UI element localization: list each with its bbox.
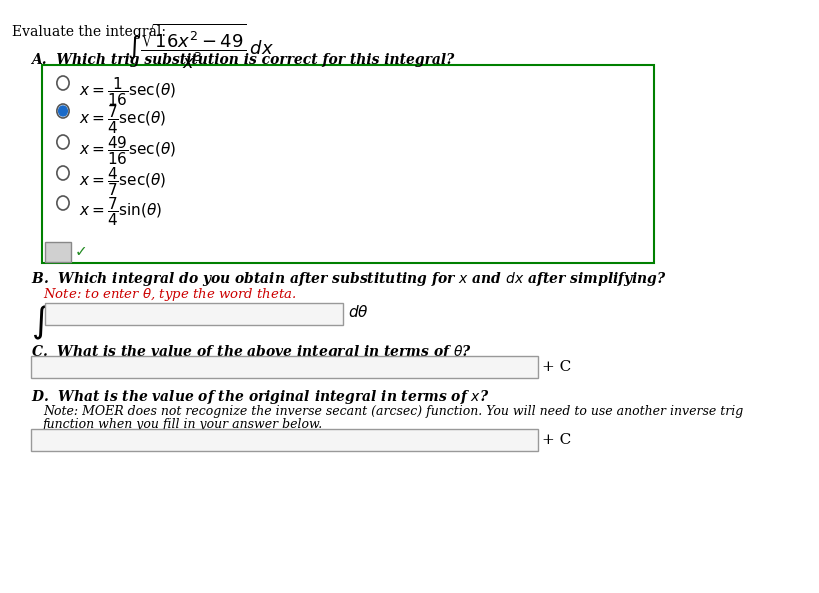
Text: $x = \dfrac{7}{4}\sin(\theta)$: $x = \dfrac{7}{4}\sin(\theta)$ xyxy=(79,195,162,228)
Text: $x = \dfrac{4}{7}\sec(\theta)$: $x = \dfrac{4}{7}\sec(\theta)$ xyxy=(79,165,165,198)
Text: ✓: ✓ xyxy=(75,244,87,260)
Text: + C: + C xyxy=(541,433,571,447)
FancyBboxPatch shape xyxy=(45,303,342,325)
Text: $\sigma^{\!\!6}$: $\sigma^{\!\!6}$ xyxy=(51,244,63,260)
Text: $x = \dfrac{1}{16}\sec(\theta)$: $x = \dfrac{1}{16}\sec(\theta)$ xyxy=(79,75,175,108)
Text: Note: MOER does not recognize the inverse secant (arcsec) function. You will nee: Note: MOER does not recognize the invers… xyxy=(43,405,742,418)
Text: $\int \dfrac{\sqrt{16x^2 - 49}}{x^3}\,dx$: $\int \dfrac{\sqrt{16x^2 - 49}}{x^3}\,dx… xyxy=(127,21,274,71)
Text: + C: + C xyxy=(541,360,571,374)
FancyBboxPatch shape xyxy=(44,242,70,262)
Text: Evaluate the integral:: Evaluate the integral: xyxy=(12,25,166,39)
Text: B.  Which integral do you obtain after substituting for $x$ and $dx$ after simpl: B. Which integral do you obtain after su… xyxy=(30,270,666,288)
Text: $x = \dfrac{7}{4}\sec(\theta)$: $x = \dfrac{7}{4}\sec(\theta)$ xyxy=(79,103,165,136)
Text: $x = \dfrac{49}{16}\sec(\theta)$: $x = \dfrac{49}{16}\sec(\theta)$ xyxy=(79,134,175,167)
FancyBboxPatch shape xyxy=(42,65,654,263)
FancyBboxPatch shape xyxy=(30,429,537,451)
Text: $d\theta$: $d\theta$ xyxy=(348,304,369,320)
Text: $\int$: $\int$ xyxy=(31,304,50,342)
Text: D.  What is the value of the original integral in terms of $x$?: D. What is the value of the original int… xyxy=(30,388,488,406)
Circle shape xyxy=(58,106,67,116)
FancyBboxPatch shape xyxy=(30,356,537,378)
Text: C.  What is the value of the above integral in terms of $\theta$?: C. What is the value of the above integr… xyxy=(30,343,471,361)
Text: function when you fill in your answer below.: function when you fill in your answer be… xyxy=(43,418,323,431)
Text: Note: to enter $\theta$, type the word theta.: Note: to enter $\theta$, type the word t… xyxy=(43,286,296,303)
Text: A.  Which trig substitution is correct for this integral?: A. Which trig substitution is correct fo… xyxy=(30,53,453,67)
